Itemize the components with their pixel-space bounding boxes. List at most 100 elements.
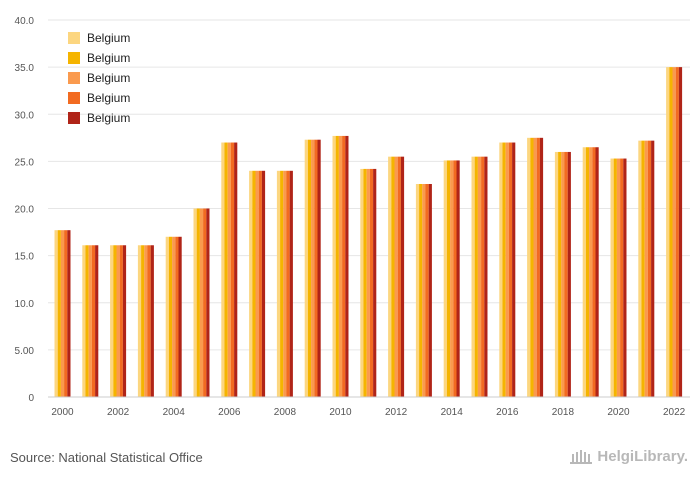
bar-2013-series-1 (415, 183, 420, 397)
bar-2014-series-3 (450, 160, 454, 397)
bar-2011-series-1 (360, 168, 364, 397)
bar-2005-series-3 (199, 208, 204, 397)
legend-item-5: Belgium (68, 108, 130, 128)
bar-2020-series-4 (620, 158, 624, 397)
bar-2010-series-4 (342, 135, 346, 398)
x-tick-label: 2010 (329, 407, 352, 418)
bar-2020-series-3 (616, 158, 621, 397)
bar-2008-series-3 (283, 170, 287, 397)
bar-2022-series-2 (669, 67, 673, 397)
bar-2011-series-5 (373, 168, 377, 397)
bar-2012-series-4 (397, 156, 401, 397)
bar-2010-series-1 (332, 135, 336, 398)
bar-2008-series-1 (276, 170, 281, 397)
bar-2017-series-3 (533, 137, 537, 397)
bar-2019-series-4 (592, 147, 596, 397)
bar-2017-series-5 (539, 137, 544, 397)
brand-logo-text: HelgiLibrary. (597, 447, 688, 465)
legend-label: Belgium (87, 51, 131, 65)
bar-2007-series-4 (258, 170, 262, 397)
bar-2002-series-3 (116, 245, 120, 397)
bar-2014-series-5 (456, 160, 460, 397)
y-tick-label: 25.0 (15, 157, 35, 168)
bar-2006-series-1 (221, 142, 225, 397)
legend-item-2: Belgium (68, 48, 130, 68)
x-tick-label: 2006 (218, 407, 241, 418)
bar-2013-series-4 (425, 183, 429, 397)
bar-2007-series-2 (252, 170, 256, 397)
bar-2018-series-1 (554, 151, 559, 397)
bar-2022-series-3 (672, 67, 676, 397)
bar-2010-series-5 (345, 135, 349, 398)
y-tick-label: 20.0 (15, 205, 35, 216)
bar-2020-series-1 (610, 158, 614, 397)
x-tick-label: 2022 (663, 407, 686, 418)
y-tick-label: 30.0 (15, 110, 35, 121)
bar-2002-series-2 (113, 245, 117, 397)
x-tick-label: 2008 (274, 407, 297, 418)
legend-label: Belgium (87, 91, 131, 105)
source-note: Source: National Statistical Office (10, 450, 203, 465)
bar-2003-series-5 (150, 245, 154, 397)
bar-2006-series-3 (227, 142, 231, 397)
bar-2015-series-1 (471, 156, 475, 397)
y-tick-label: 10.0 (15, 299, 35, 310)
bar-2016-series-5 (512, 142, 516, 397)
bar-2001-series-4 (91, 245, 96, 397)
bar-2001-series-5 (95, 245, 99, 397)
bar-2018-series-3 (561, 151, 565, 397)
bar-2012-series-5 (400, 156, 405, 397)
bar-2006-series-5 (234, 142, 238, 397)
bar-2003-series-4 (147, 245, 151, 397)
bar-2006-series-2 (224, 142, 228, 397)
bar-2010-series-3 (338, 135, 343, 398)
legend-swatch (68, 112, 80, 124)
x-tick-label: 2018 (552, 407, 575, 418)
bar-2002-series-5 (122, 245, 127, 397)
bar-2009-series-4 (314, 139, 318, 397)
y-tick-label: 35.0 (15, 63, 35, 74)
bar-2012-series-3 (394, 156, 398, 397)
bar-2014-series-4 (453, 160, 457, 397)
bar-2015-series-2 (474, 156, 478, 397)
legend-item-3: Belgium (68, 68, 130, 88)
bar-2021-series-4 (647, 140, 652, 397)
bar-2013-series-3 (422, 183, 426, 397)
legend-swatch (68, 72, 80, 84)
bar-2017-series-1 (527, 137, 531, 397)
y-tick-label: 15.0 (15, 252, 35, 263)
bar-2002-series-4 (119, 245, 123, 397)
bar-2000-series-3 (60, 230, 65, 397)
bar-2004-series-1 (165, 236, 169, 397)
bar-2003-series-2 (141, 245, 145, 397)
bar-2002-series-1 (110, 245, 114, 397)
bar-2020-series-5 (623, 158, 627, 397)
bar-2017-series-2 (530, 137, 534, 397)
bar-2007-series-5 (261, 170, 266, 397)
legend-item-1: Belgium (68, 28, 130, 48)
bar-2008-series-5 (289, 170, 293, 397)
bar-2004-series-4 (175, 236, 179, 397)
bar-2018-series-2 (558, 151, 562, 397)
x-axis-ticks: 2000 2002 2004 2006 2008 2010 2012 2014 2016 2018… (51, 407, 685, 418)
bar-2011-series-2 (363, 168, 367, 397)
x-tick-label: 2016 (496, 407, 519, 418)
bar-2003-series-1 (137, 245, 142, 397)
x-tick-label: 2000 (51, 407, 74, 418)
chart-legend: Belgium Belgium Belgium Belgium Belgium (68, 28, 130, 128)
brand-logo: HelgiLibrary. (569, 447, 688, 465)
bars (54, 67, 683, 398)
bar-2009-series-3 (311, 139, 315, 397)
bar-2014-series-2 (446, 160, 451, 397)
bar-2021-series-3 (644, 140, 648, 397)
bar-2008-series-4 (286, 170, 290, 397)
bar-2022-series-5 (678, 67, 683, 397)
bar-2000-series-5 (67, 230, 71, 397)
x-tick-label: 2012 (385, 407, 408, 418)
bar-2015-series-3 (477, 156, 482, 397)
bar-2004-series-2 (168, 236, 173, 397)
x-tick-label: 2014 (441, 407, 464, 418)
bar-2013-series-2 (419, 183, 423, 397)
bar-2006-series-4 (230, 142, 235, 397)
